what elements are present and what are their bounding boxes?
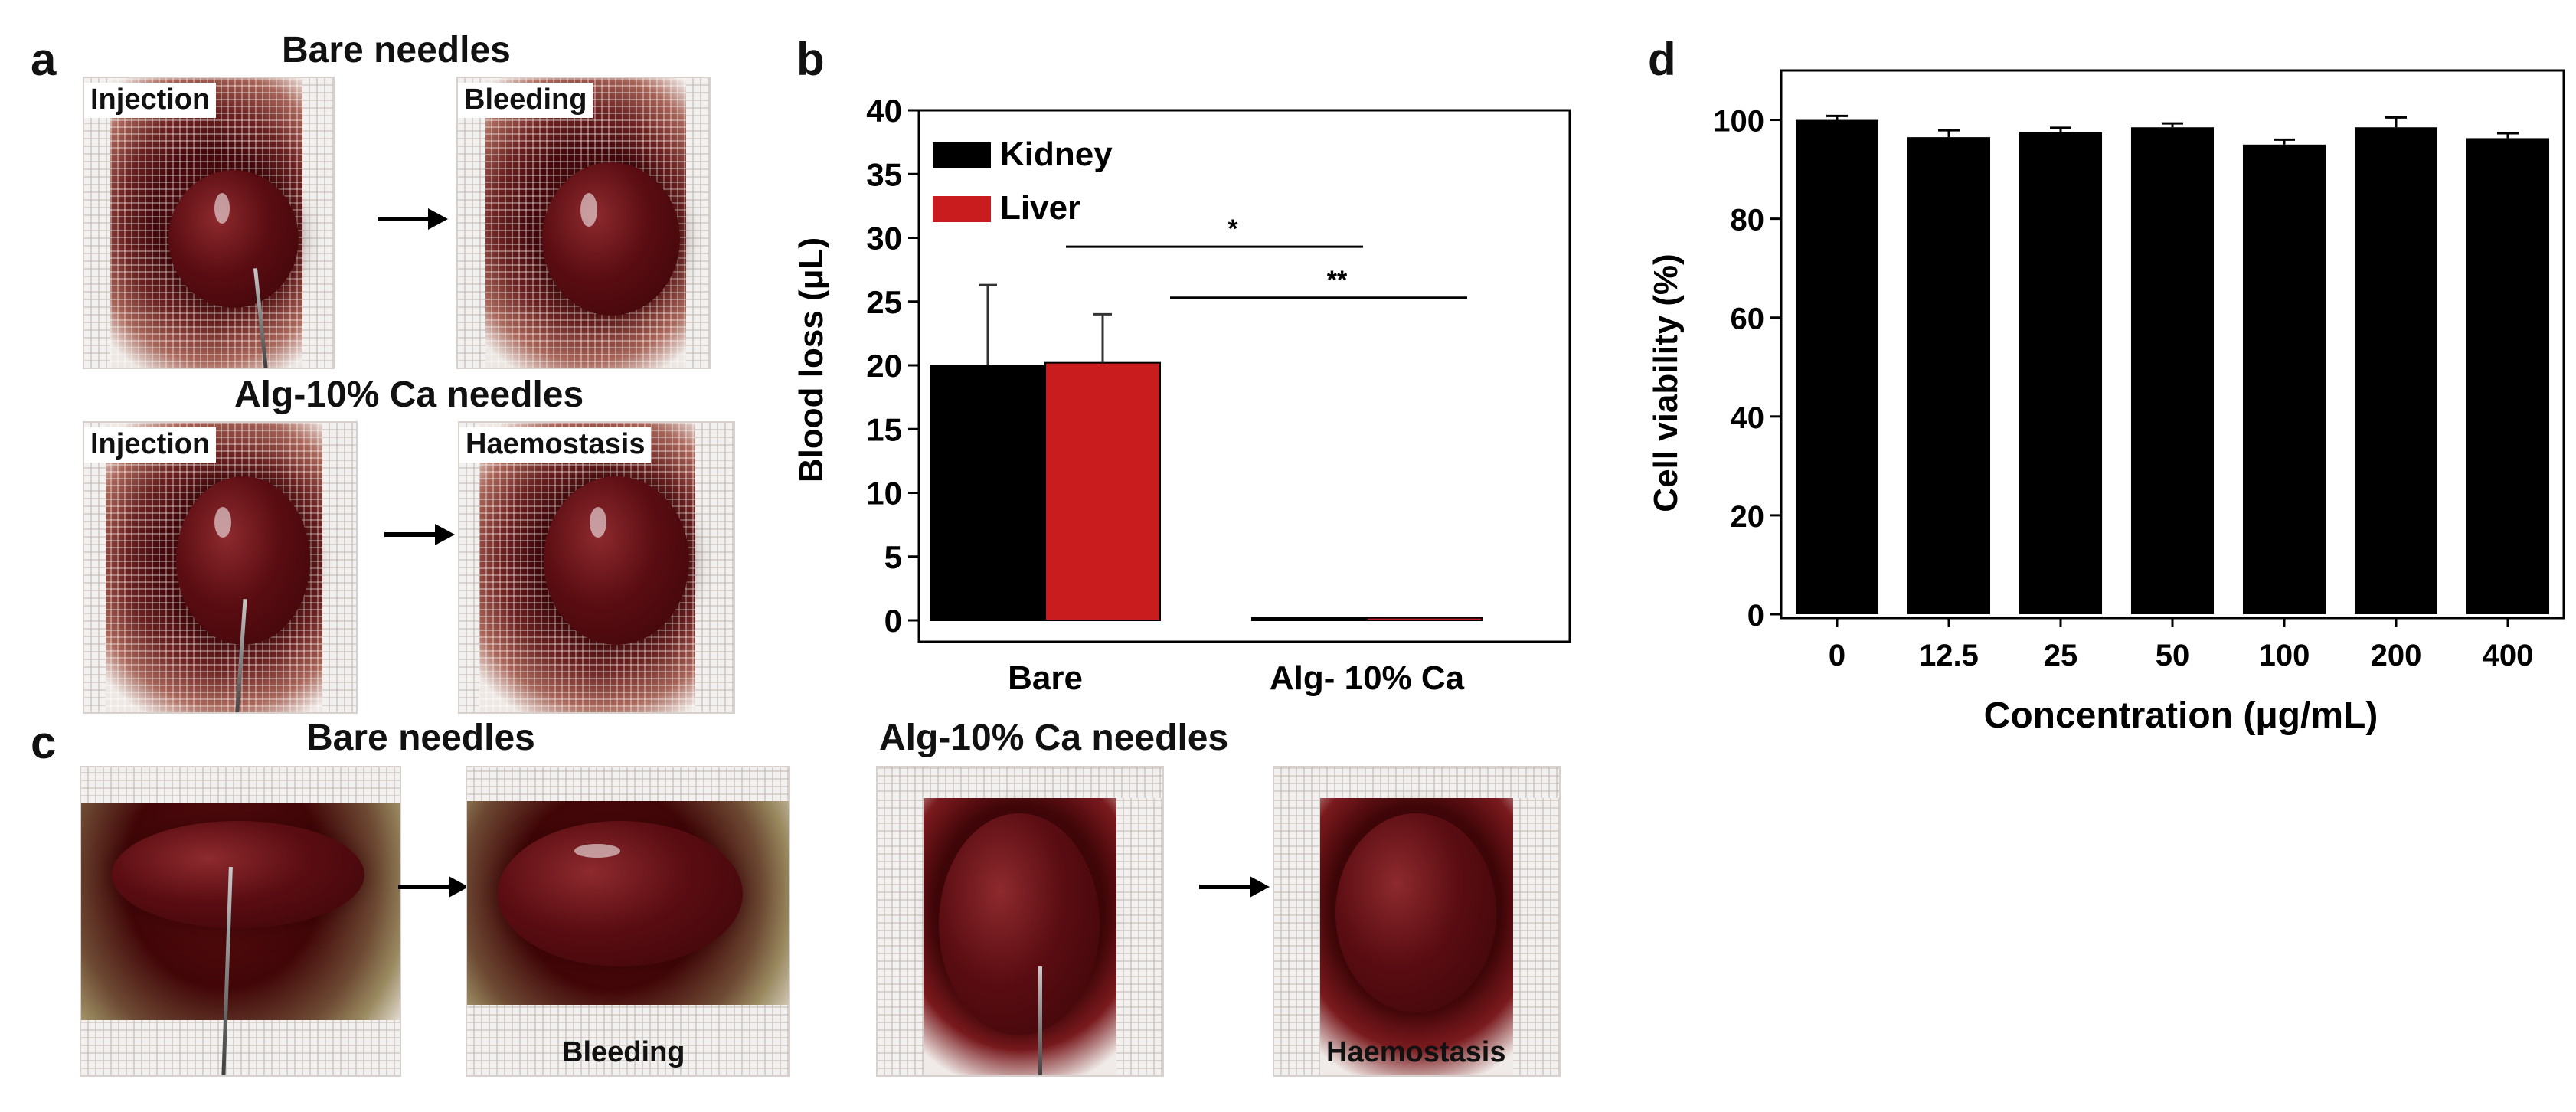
y-axis-label: Cell viability (%)	[1647, 253, 1685, 512]
y-tick-label: 60	[1731, 303, 1765, 336]
arrow-right-icon	[398, 876, 469, 898]
x-tick-label: 50	[2156, 639, 2190, 672]
bar-kidney-0	[930, 365, 1046, 621]
bar-viability-4	[2242, 144, 2326, 614]
y-axis-label: Blood loss (μL)	[793, 237, 830, 482]
panel-letter-b: b	[796, 34, 825, 85]
arrow-right-icon	[384, 524, 455, 545]
x-axis-label: Concentration (μg/mL)	[1984, 695, 2378, 736]
bar-liver-0	[1044, 361, 1161, 621]
x-tick-label: 200	[2371, 639, 2422, 672]
x-tick-label: 0	[1829, 639, 1845, 672]
y-tick-label: 30	[866, 221, 902, 257]
y-tick-label: 80	[1731, 204, 1765, 237]
photo-label: Injection	[84, 83, 217, 118]
photo-kidney-alg-haemostasis: Haemostasis	[458, 421, 735, 714]
panel-c-right-title: Alg-10% Ca needles	[879, 718, 1229, 758]
bar-kidney-1	[1251, 617, 1368, 621]
bar-viability-6	[2466, 138, 2550, 615]
x-tick-label: 12.5	[1919, 639, 1979, 672]
bar-viability-2	[2019, 132, 2103, 614]
photo-kidney-bare-injection: Injection	[83, 77, 335, 369]
bar-viability-1	[1907, 137, 1991, 614]
panel-c-left-title: Bare needles	[306, 718, 535, 758]
y-tick-label: 0	[884, 603, 902, 639]
arrow-right-icon	[378, 208, 448, 230]
photo-liver-bare-injection	[80, 766, 401, 1077]
photo-label: Haemostasis	[459, 427, 652, 463]
bar-viability-0	[1795, 119, 1879, 614]
panel-a-bottom-title: Alg-10% Ca needles	[234, 374, 584, 415]
photo-label: Bleeding	[562, 1036, 685, 1068]
x-tick-label: 100	[2259, 639, 2310, 672]
x-tick-label: Alg- 10% Ca	[1270, 659, 1465, 697]
legend-swatch-kidney	[933, 142, 991, 168]
y-tick-label: 15	[866, 411, 902, 447]
legend-label-liver: Liver	[1000, 189, 1080, 227]
legend-label-kidney: Kidney	[1000, 136, 1113, 173]
significance-label: *	[1228, 214, 1238, 244]
chart-blood-loss: Blood loss (μL) Kidney Liver 0 5 10 15 20 25 3…	[793, 93, 1571, 697]
bar-viability-3	[2130, 127, 2215, 614]
y-tick-label: 35	[866, 156, 902, 192]
y-tick-label: 20	[1731, 500, 1765, 534]
photo-label: Haemostasis	[1326, 1036, 1506, 1068]
y-tick-label: 5	[884, 539, 902, 575]
y-tick-label: 40	[866, 93, 902, 129]
photo-kidney-bare-bleeding: Bleeding	[456, 77, 711, 369]
panel-letter-c: c	[31, 717, 57, 768]
bar-liver-1	[1366, 617, 1483, 621]
photo-liver-alg-haemostasis: Haemostasis	[1273, 766, 1561, 1077]
panel-a-top-title: Bare needles	[282, 30, 511, 70]
x-tick-label: Bare	[1008, 659, 1083, 697]
arrow-right-icon	[1199, 876, 1270, 898]
chart-cell-viability: Cell viability (%) Concentration (μg/mL)…	[1647, 69, 2565, 736]
photo-kidney-alg-injection: Injection	[83, 421, 358, 714]
photo-label: Bleeding	[458, 83, 593, 118]
panel-letter-d: d	[1648, 34, 1676, 85]
y-tick-label: 0	[1747, 599, 1764, 633]
photo-label: Injection	[84, 427, 217, 463]
legend-swatch-liver	[933, 196, 991, 222]
plot-frame	[917, 109, 1571, 643]
y-tick-label: 40	[1731, 401, 1765, 435]
y-tick-label: 20	[866, 348, 902, 384]
bar-viability-5	[2354, 127, 2438, 614]
y-tick-label: 100	[1713, 105, 1764, 139]
plot-frame	[1780, 69, 2565, 620]
y-tick-label: 10	[866, 476, 902, 512]
significance-label: **	[1327, 266, 1348, 295]
panel-letter-a: a	[31, 34, 57, 85]
photo-liver-alg-injection	[876, 766, 1164, 1077]
x-tick-label: 400	[2483, 639, 2534, 672]
x-tick-label: 25	[2044, 639, 2078, 672]
photo-liver-bare-bleeding: Bleeding	[466, 766, 790, 1077]
y-tick-label: 25	[866, 284, 902, 320]
